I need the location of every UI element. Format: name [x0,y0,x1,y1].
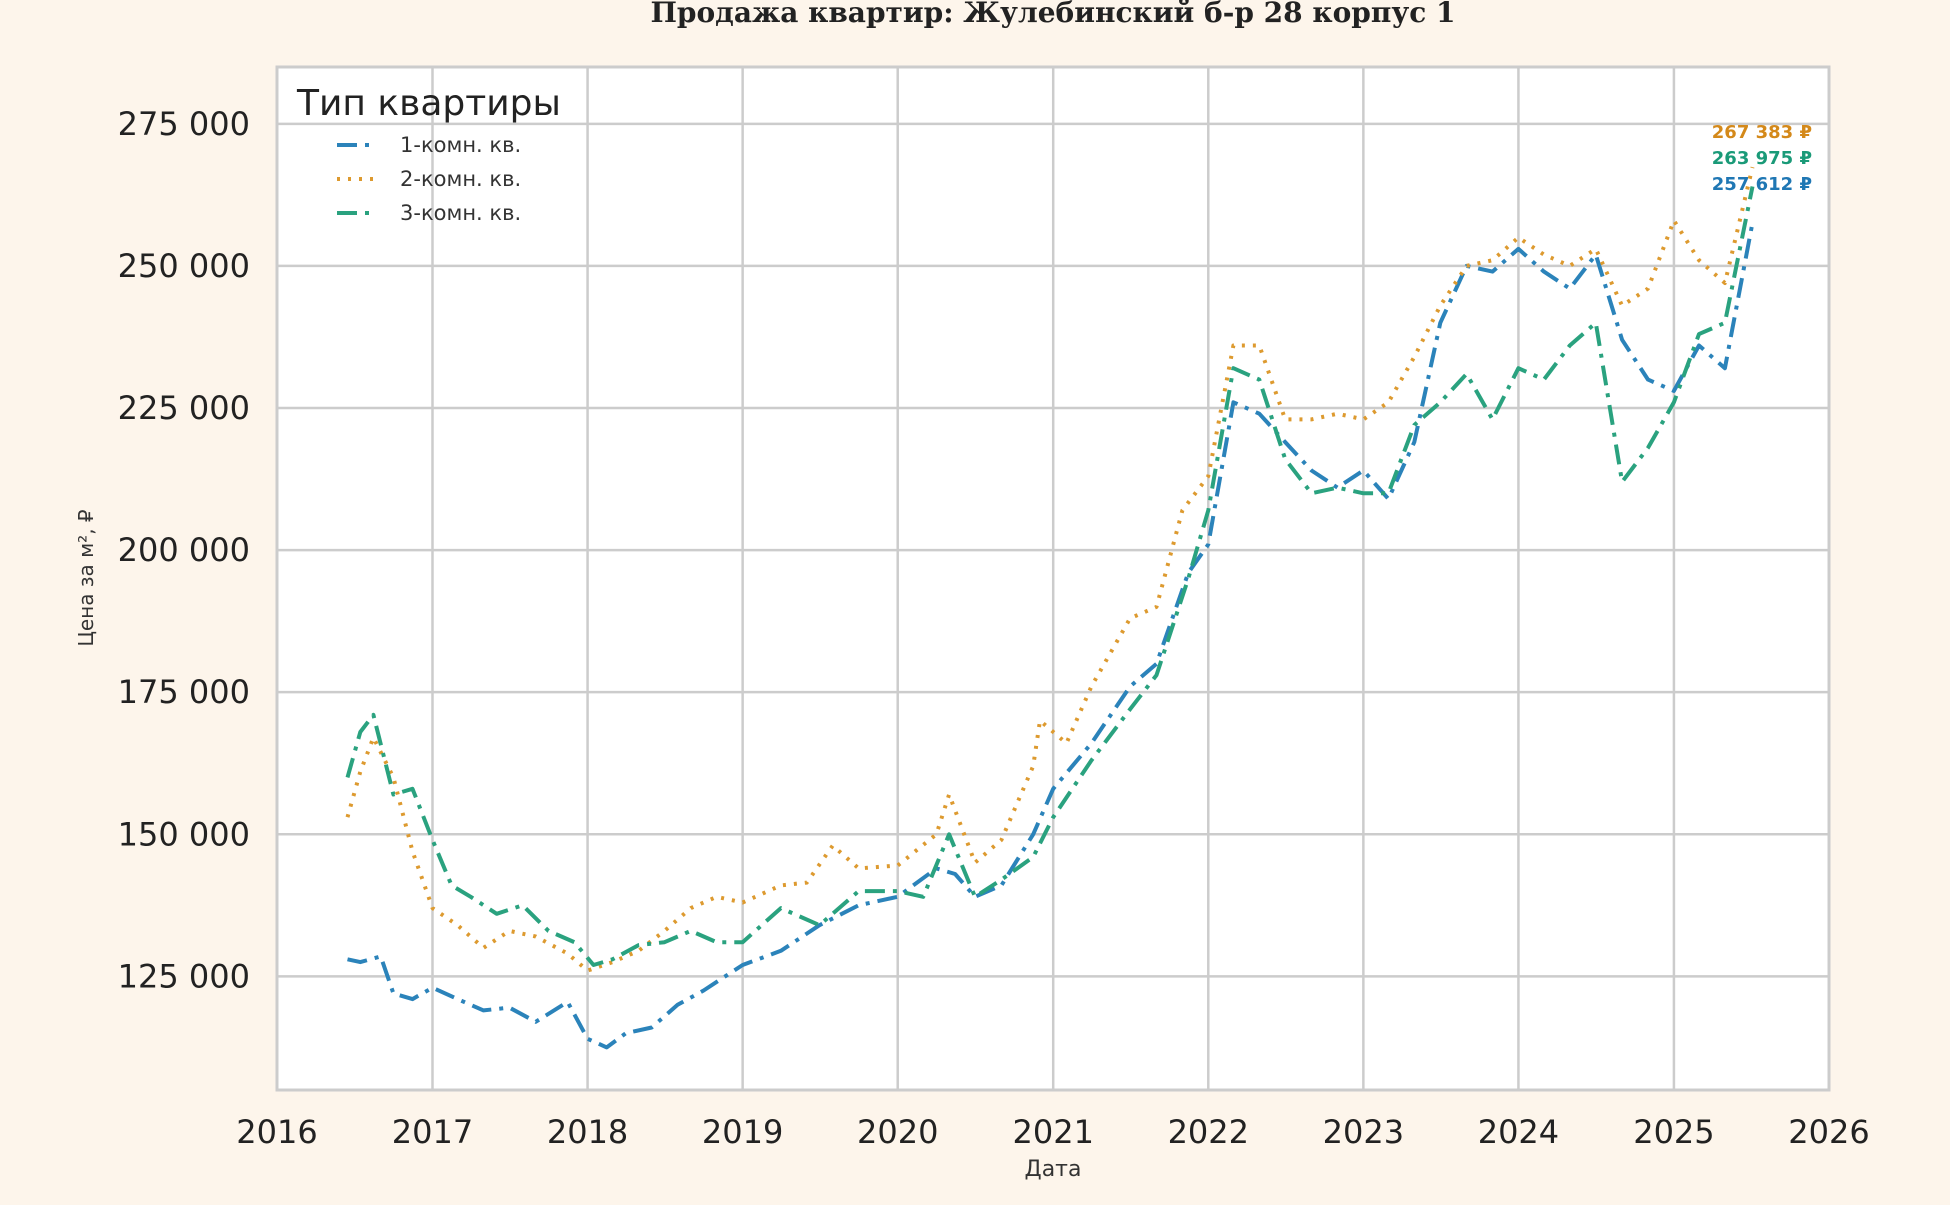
x-axis-ticks: 2016 2017 2018 2019 2020 2021 2022 2023 2024 2025… [236,1113,1869,1151]
y-tick-label: 200 000 [118,531,250,569]
y-tick-label: 150 000 [118,815,250,853]
series-line [345,166,1755,973]
x-tick-label: 2021 [1012,1113,1093,1151]
legend: Тип квартиры 1-комн. кв. 2-комн. кв. 3-ком… [296,83,561,225]
y-tick-label: 250 000 [118,247,250,285]
y-tick-label: 225 000 [118,389,250,427]
legend-label: 1-комн. кв. [400,133,521,157]
y-axis-ticks: 125 000 150 000 175 000 200 000 225 000 250 0… [118,105,250,995]
legend-title: Тип квартиры [296,83,561,124]
y-tick-label: 175 000 [118,673,250,711]
x-tick-label: 2016 [236,1113,317,1151]
x-tick-label: 2023 [1323,1113,1404,1151]
series-lines [345,166,1755,1050]
end-value-annotations: 267 383 ₽ 263 975 ₽ 257 612 ₽ [1712,122,1812,195]
legend-label: 3-комн. кв. [400,201,521,225]
legend-label: 2-комн. кв. [400,167,521,191]
series-line [345,186,1755,967]
x-tick-label: 2017 [392,1113,473,1151]
chart-title: Продажа квартир: Жулебинский б-р 28 корп… [650,0,1455,29]
end-value-label: 263 975 ₽ [1712,148,1812,169]
x-tick-label: 2022 [1168,1113,1249,1151]
end-value-label: 257 612 ₽ [1712,174,1812,195]
end-value-label: 267 383 ₽ [1712,122,1812,143]
x-tick-label: 2020 [857,1113,938,1151]
y-tick-label: 275 000 [118,105,250,143]
x-tick-label: 2026 [1788,1113,1869,1151]
grid-lines [275,67,1831,1090]
x-tick-label: 2019 [702,1113,783,1151]
x-tick-label: 2024 [1478,1113,1559,1151]
y-axis-label: Цена за м², ₽ [74,509,98,647]
legend-items: 1-комн. кв. 2-комн. кв. 3-комн. кв. [337,133,521,225]
x-axis-label: Дата [1025,1157,1082,1182]
y-tick-label: 125 000 [118,957,250,995]
series-line [347,222,1755,1050]
x-tick-label: 2018 [547,1113,628,1151]
x-tick-label: 2025 [1633,1113,1714,1151]
